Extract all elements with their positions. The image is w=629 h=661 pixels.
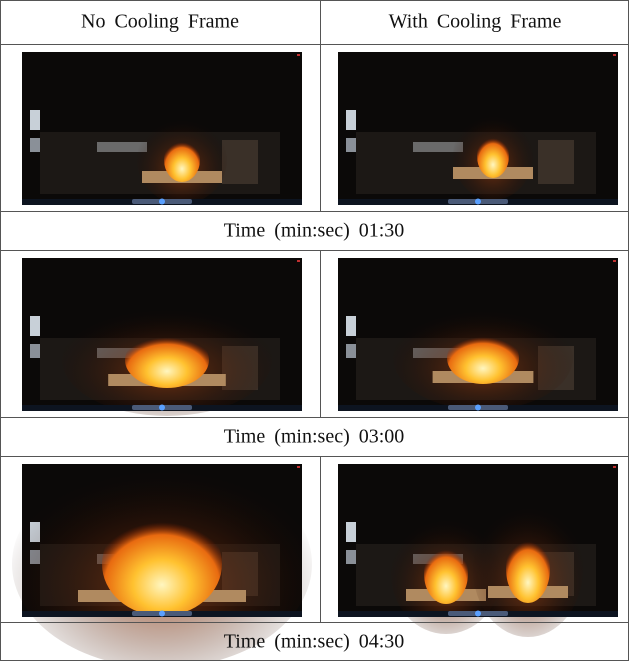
panel [413, 142, 463, 152]
fire [125, 332, 209, 388]
fire [447, 332, 519, 384]
photos [12, 52, 618, 661]
play-button [475, 404, 481, 411]
column-header: With Cooling Frame [389, 11, 562, 33]
window [346, 550, 356, 564]
door [222, 140, 258, 184]
close-mark [613, 466, 616, 468]
column-header: No Cooling Frame [81, 11, 239, 33]
close-mark [613, 54, 616, 56]
play-button [159, 198, 165, 205]
photo [22, 52, 302, 205]
window [30, 110, 40, 130]
window [346, 110, 356, 130]
time-caption: Time (min:sec) 01:30 [224, 220, 405, 242]
play-button [159, 404, 165, 411]
window [346, 138, 356, 152]
fire [164, 138, 200, 182]
window [30, 316, 40, 336]
play-button [159, 610, 165, 617]
photo [338, 258, 618, 411]
play-button [475, 610, 481, 617]
window [346, 316, 356, 336]
photo [22, 258, 302, 416]
close-mark [297, 54, 300, 56]
photo [338, 52, 618, 205]
panel [97, 142, 147, 152]
fire [477, 134, 509, 178]
close-mark [613, 260, 616, 262]
close-mark [297, 260, 300, 262]
photo [338, 464, 618, 637]
fire [424, 544, 468, 604]
time-caption: Time (min:sec) 03:00 [224, 426, 405, 448]
window [30, 138, 40, 152]
fire [102, 512, 222, 616]
photo [12, 460, 312, 661]
close-mark [297, 466, 300, 468]
window [30, 344, 40, 358]
window [346, 522, 356, 542]
door [538, 140, 574, 184]
fire [506, 535, 550, 603]
window [346, 344, 356, 358]
play-button [475, 198, 481, 205]
time-caption: Time (min:sec) 04:30 [224, 631, 405, 653]
